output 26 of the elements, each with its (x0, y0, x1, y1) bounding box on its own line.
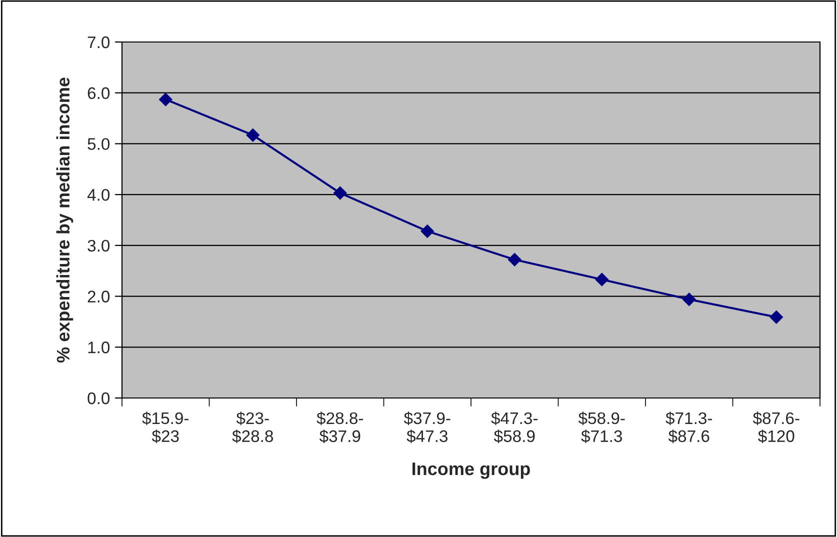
x-tick-label: $28.8- $37.9 (316, 412, 364, 444)
y-axis-title: % expenditure by median income (56, 78, 74, 363)
x-tick-label: $71.3- $87.6 (666, 412, 712, 444)
point (682, 292, 696, 306)
x-tick-label: $47.3- $58.9 (491, 412, 538, 444)
y-tick-label: 6.0 (88, 87, 110, 100)
x-tick-label: $87.6- $120 (752, 412, 800, 444)
point (595, 272, 608, 286)
x-tick-label: $23- $28.8 (232, 412, 274, 444)
x-tick-label: $37.9- $47.3 (404, 412, 450, 444)
y-tick-label: 5.0 (88, 138, 110, 150)
x-tick-label: $58.9- $71.3 (578, 412, 625, 444)
point (159, 92, 172, 106)
y-tick-label: 2.0 (88, 290, 110, 302)
y-tick-label: 4.0 (87, 188, 110, 201)
y-tick-label: 0.0 (88, 392, 110, 404)
y-tick-label: 7.0 (88, 36, 110, 48)
x-tick-label: $15.9- $23 (142, 412, 189, 444)
y-tick-label: 1.0 (88, 342, 110, 354)
y-tick-label: 3.0 (88, 240, 110, 252)
point (334, 186, 347, 200)
point (246, 128, 260, 142)
point (508, 253, 522, 266)
x-axis-title: Income group (412, 462, 530, 479)
point (420, 224, 434, 238)
point (770, 310, 783, 324)
